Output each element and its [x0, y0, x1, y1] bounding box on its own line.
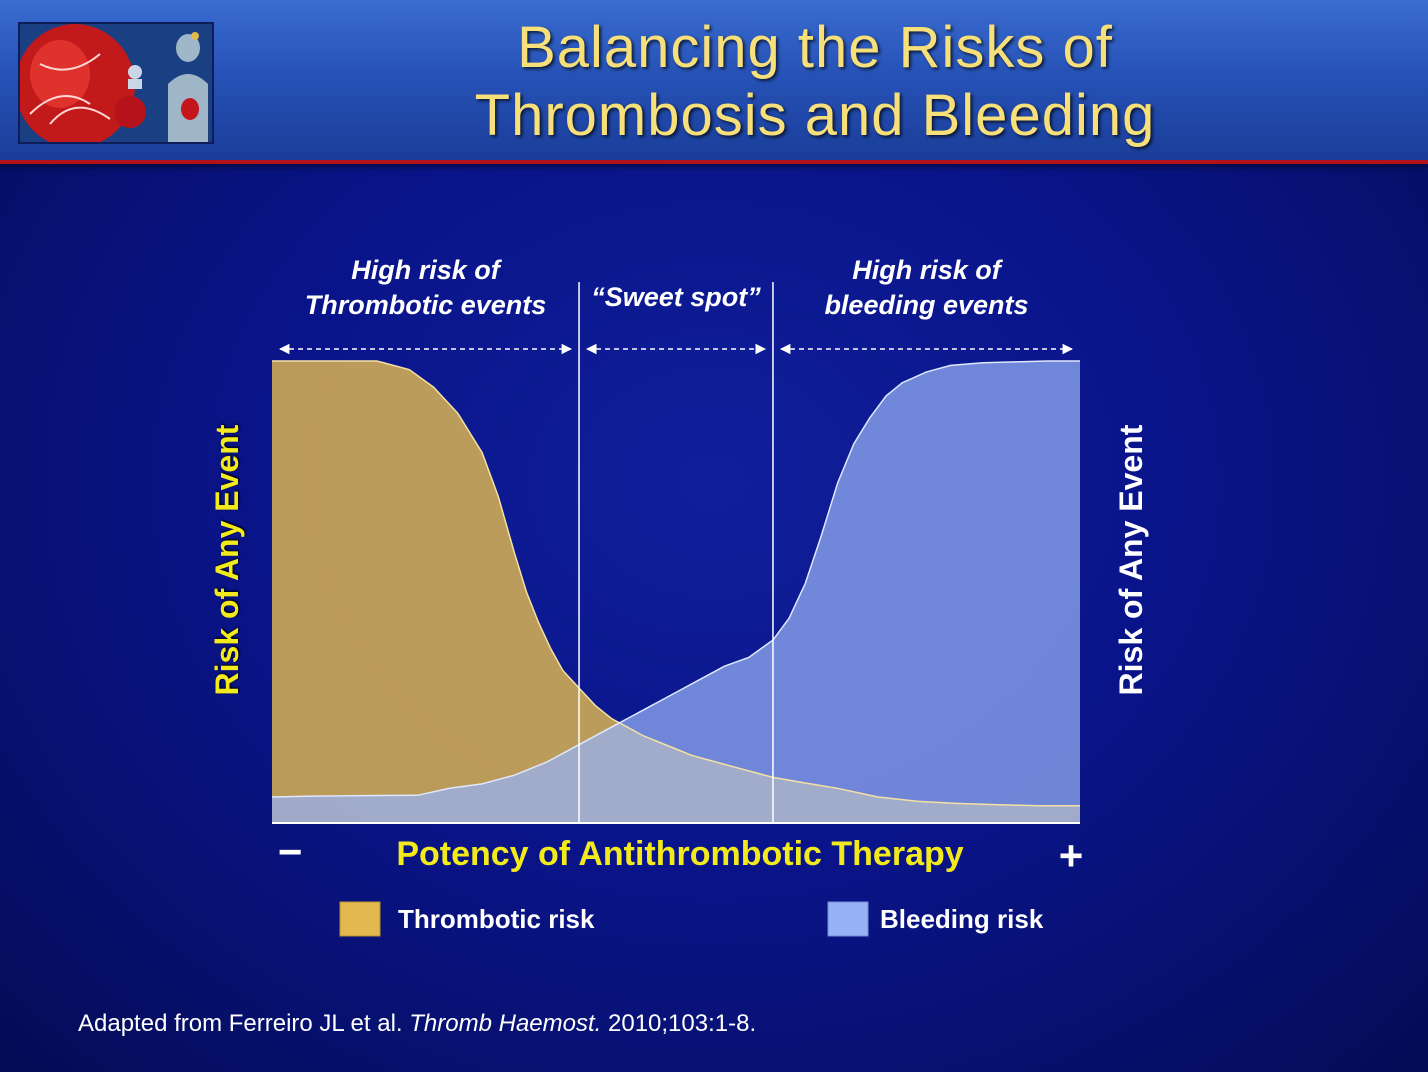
region-dividers	[578, 282, 774, 823]
plot-area	[271, 360, 1080, 824]
citation-prefix: Adapted from Ferreiro JL et al.	[78, 1010, 410, 1037]
title-line-1: Balancing the Risks of	[517, 15, 1113, 80]
region-label-2-line-1: “Sweet spot”	[591, 282, 761, 312]
thrombotic-risk-line	[272, 360, 1080, 807]
legend-label-bleeding: Bleeding risk	[880, 904, 1044, 934]
citation-journal: Thromb Haemost.	[409, 1010, 602, 1037]
region-label-1-line-2: Thrombotic events	[305, 290, 547, 320]
bleeding-risk-line	[271, 360, 1080, 798]
citation-suffix: 2010;103:1-8.	[601, 1010, 757, 1037]
legend-swatch-thrombotic	[339, 901, 381, 937]
x-axis-min-label: −	[278, 828, 303, 875]
region-label-3-line-2: bleeding events	[824, 290, 1028, 320]
thrombotic-risk-area	[272, 361, 1080, 823]
y-axis-label-left: Risk of Any Event	[209, 424, 245, 695]
citation-footnote: Adapted from Ferreiro JL et al. Thromb H…	[78, 1010, 756, 1038]
region-label-1-line-1: High risk of	[351, 255, 503, 285]
legend: Thrombotic risk Bleeding risk	[339, 901, 1044, 937]
slide-title: Balancing the Risks of Thrombosis and Bl…	[400, 14, 1230, 150]
bleeding-risk-area	[272, 361, 1080, 823]
slide-header: Balancing the Risks of Thrombosis and Bl…	[0, 0, 1428, 164]
region-label-3-line-1: High risk of	[852, 255, 1004, 285]
title-line-2: Thrombosis and Bleeding	[474, 83, 1156, 148]
legend-swatch-bleeding	[827, 901, 869, 937]
heart-anatomy-image	[18, 22, 214, 144]
x-axis-label: Potency of Antithrombotic Therapy	[396, 835, 963, 873]
y-axis-label-right: Risk of Any Event	[1113, 424, 1149, 695]
x-axis-max-label: +	[1059, 832, 1084, 879]
region-labels: High risk of Thrombotic events “Sweet spot…	[305, 255, 1029, 320]
legend-label-thrombotic: Thrombotic risk	[398, 904, 595, 934]
